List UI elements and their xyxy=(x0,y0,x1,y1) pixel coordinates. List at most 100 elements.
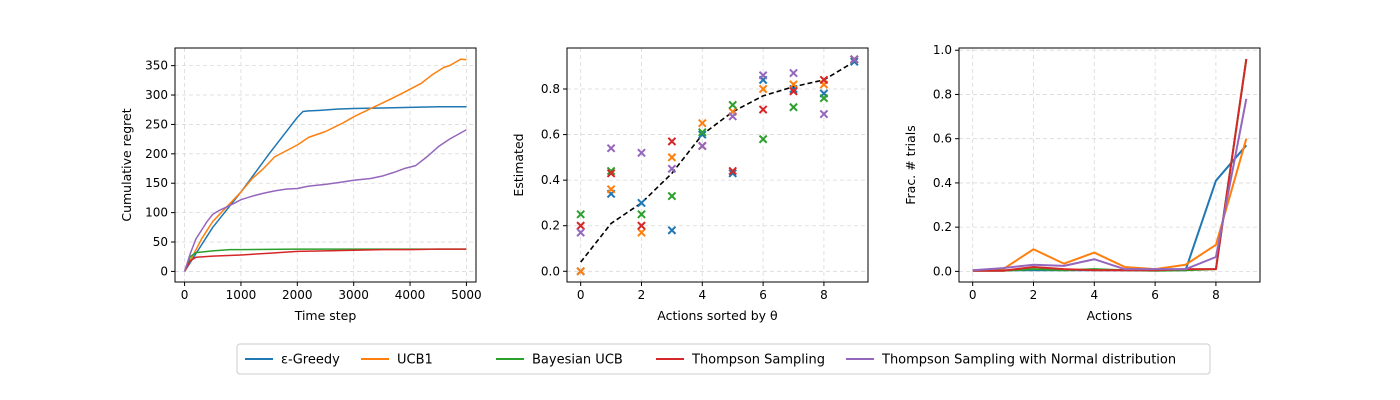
y-tick-label: 1.0 xyxy=(933,43,952,57)
true-theta-line xyxy=(580,60,855,263)
estimated-theta-chart: 0 2 4 6 8 0.0 0.2 0.4 0.6 0.8 Actions sorted by θ E… xyxy=(511,47,869,323)
x-tick-label: 2000 xyxy=(282,288,313,302)
scatter-point-2 xyxy=(819,93,829,103)
y-axis-label: Estimated xyxy=(511,133,526,196)
legend-item: Thompson Sampling xyxy=(656,353,825,368)
y-tick-label: 0 xyxy=(160,264,168,278)
legend-item: Thompson Sampling with Normal distributi… xyxy=(846,353,1176,368)
marker-stroke xyxy=(728,169,738,178)
x-axis-label: Actions sorted by θ xyxy=(657,308,777,323)
series-line-3 xyxy=(972,58,1248,272)
x-tick-label: 4 xyxy=(698,288,706,302)
x-tick-label: 5000 xyxy=(451,288,482,302)
y-tick-label: 250 xyxy=(145,117,168,131)
x-tick-label: 0 xyxy=(969,288,977,302)
marker-stroke xyxy=(606,184,616,194)
scatter-point-3 xyxy=(758,105,768,114)
marker-stroke xyxy=(576,221,585,231)
y-tick-label: 0.4 xyxy=(933,176,952,190)
scatter-point-2 xyxy=(576,210,585,219)
y-tick-label: 350 xyxy=(145,59,168,73)
legend: ε-Greedy UCB1 Bayesian UCB Thompson Samplin… xyxy=(236,343,1211,375)
marker-stroke xyxy=(789,102,798,112)
scatter-point-1 xyxy=(606,184,616,194)
x-tick-label: 8 xyxy=(1212,288,1220,302)
scatter-point-4 xyxy=(697,141,707,151)
series-line-1 xyxy=(183,58,467,272)
scatter-point-3 xyxy=(819,75,829,85)
marker-stroke xyxy=(667,191,677,201)
marker-stroke xyxy=(667,164,677,174)
marker-stroke xyxy=(728,166,738,176)
marker-stroke xyxy=(758,71,768,80)
marker-stroke xyxy=(850,55,859,64)
axes-frame xyxy=(958,47,1261,283)
marker-stroke xyxy=(789,80,798,89)
y-tick-label: 200 xyxy=(145,147,168,161)
y-tick-label: 0.4 xyxy=(541,173,560,187)
scatter-point-2 xyxy=(637,210,646,219)
scatter-point-2 xyxy=(697,127,707,137)
scatter-point-2 xyxy=(789,102,798,112)
series-line-2 xyxy=(183,248,467,272)
scatter-point-3 xyxy=(576,221,585,231)
legend-label: Thompson Sampling with Normal distributi… xyxy=(881,353,1176,368)
marker-stroke xyxy=(697,141,707,151)
scatter-point-4 xyxy=(728,112,738,121)
scatter-point-4 xyxy=(606,143,616,153)
x-axis-label: Actions xyxy=(1087,308,1133,323)
plot-area xyxy=(972,58,1248,272)
legend-label: ε-Greedy xyxy=(281,353,340,368)
marker-stroke xyxy=(667,225,677,235)
x-tick-label: 0 xyxy=(577,288,585,302)
y-axis-label: Cumulative regret xyxy=(119,108,134,221)
marker-stroke xyxy=(819,93,829,103)
marker-stroke xyxy=(576,210,585,219)
x-tick-label: 6 xyxy=(759,288,767,302)
marker-stroke xyxy=(576,228,585,237)
scatter-point-1 xyxy=(697,118,707,128)
x-tick-label: 8 xyxy=(820,288,828,302)
series-line-3 xyxy=(183,248,467,272)
marker-stroke xyxy=(697,127,707,137)
marker-stroke xyxy=(637,228,646,237)
x-tick-label: 2 xyxy=(638,288,646,302)
y-tick-label: 0.0 xyxy=(541,264,560,278)
scatter-point-1 xyxy=(637,228,646,237)
x-tick-label: 4 xyxy=(1090,288,1098,302)
marker-stroke xyxy=(606,166,616,176)
scatter-point-2 xyxy=(728,100,738,110)
scatter-point-3 xyxy=(606,169,616,178)
marker-stroke xyxy=(819,109,829,119)
y-tick-label: 0.8 xyxy=(541,82,560,96)
legend-label: UCB1 xyxy=(397,353,433,368)
axes-frame xyxy=(174,47,477,283)
scatter-point-0 xyxy=(697,130,707,139)
series-line-1 xyxy=(972,138,1248,272)
scatter-point-3 xyxy=(637,221,646,231)
scatter-point-0 xyxy=(728,169,738,178)
scatter-point-4 xyxy=(758,71,768,80)
scatter-point-4 xyxy=(819,109,829,119)
legend-label: Bayesian UCB xyxy=(532,353,623,368)
scatter-point-3 xyxy=(667,137,677,146)
y-tick-label: 0.0 xyxy=(933,264,952,278)
marker-stroke xyxy=(728,112,738,121)
marker-stroke xyxy=(697,118,707,128)
y-axis-label: Frac. # trials xyxy=(903,125,918,205)
marker-stroke xyxy=(637,210,646,219)
scatter-point-4 xyxy=(850,55,859,64)
scatter-point-1 xyxy=(789,80,798,89)
axes-frame xyxy=(566,47,869,283)
marker-stroke xyxy=(637,221,646,231)
marker-stroke xyxy=(667,137,677,146)
scatter-point-4 xyxy=(576,228,585,237)
marker-stroke xyxy=(637,198,646,208)
marker-stroke xyxy=(789,86,798,96)
scatter-point-2 xyxy=(606,166,616,176)
plot-area xyxy=(183,58,467,272)
marker-stroke xyxy=(576,266,585,276)
marker-stroke xyxy=(758,134,768,144)
legend-item: Bayesian UCB xyxy=(496,353,623,368)
legend-item: ε-Greedy xyxy=(245,353,340,368)
